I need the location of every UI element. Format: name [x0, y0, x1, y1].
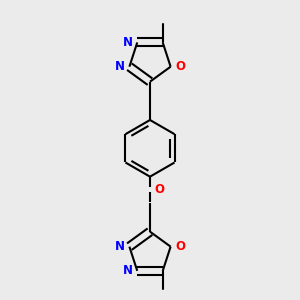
Text: N: N — [123, 36, 133, 49]
Text: O: O — [175, 240, 185, 253]
Text: N: N — [123, 264, 133, 278]
Text: N: N — [115, 60, 125, 73]
Text: O: O — [154, 183, 164, 196]
Text: N: N — [115, 240, 125, 253]
Text: O: O — [175, 60, 185, 73]
